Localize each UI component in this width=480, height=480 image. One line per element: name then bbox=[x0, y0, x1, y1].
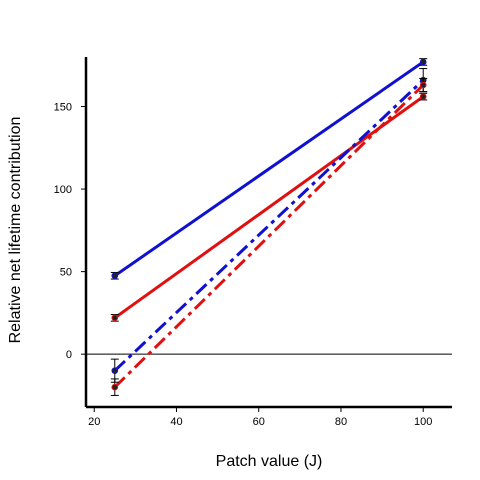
data-point bbox=[419, 58, 427, 66]
series-line-2 bbox=[113, 95, 425, 320]
x-tick-label: 100 bbox=[414, 416, 432, 428]
data-point bbox=[111, 367, 119, 374]
y-tick-label: 50 bbox=[60, 267, 72, 279]
x-tick-label: 40 bbox=[170, 416, 182, 428]
data-points bbox=[110, 58, 428, 396]
tick-marks: 20 40 60 80 100 0 50 100 150 bbox=[54, 102, 433, 428]
x-tick-label: 80 bbox=[335, 416, 347, 428]
series-line-4 bbox=[113, 83, 425, 389]
data-point bbox=[419, 93, 427, 100]
data-point bbox=[111, 272, 119, 280]
data-point bbox=[111, 383, 119, 391]
series-line-1 bbox=[113, 60, 425, 277]
y-tick-label: 0 bbox=[66, 349, 72, 361]
series-line-3 bbox=[113, 79, 425, 372]
x-tick-label: 20 bbox=[88, 416, 100, 428]
x-tick-label: 60 bbox=[253, 416, 265, 428]
data-point bbox=[111, 314, 119, 322]
x-axis-title: Patch value (J) bbox=[216, 453, 323, 470]
y-tick-label: 150 bbox=[54, 102, 72, 114]
axes bbox=[84, 57, 452, 409]
y-axis-title: Relative net lifetime contribution bbox=[7, 117, 24, 344]
series-lines bbox=[113, 60, 425, 389]
y-tick-label: 100 bbox=[54, 184, 72, 196]
data-point bbox=[419, 81, 427, 89]
